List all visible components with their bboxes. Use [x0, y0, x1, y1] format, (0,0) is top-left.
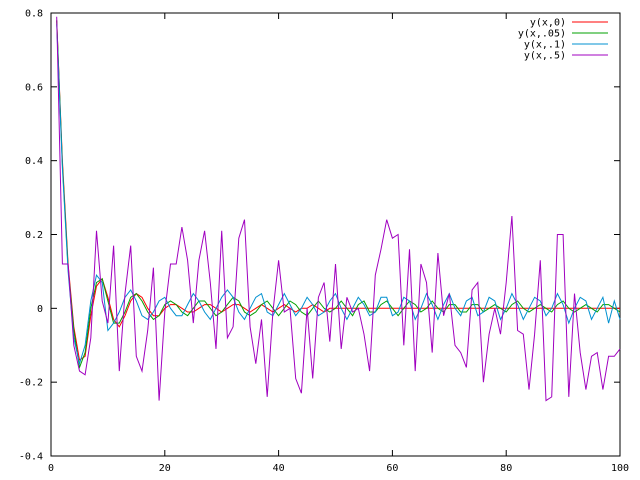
y-tick-label: 0.8	[25, 9, 43, 20]
axis-ticks	[50, 12, 621, 457]
y-tick-label: -0.4	[19, 452, 43, 463]
plot-frame	[50, 12, 621, 457]
y-tick-label: 0.4	[25, 156, 43, 167]
x-tick-label: 100	[611, 463, 629, 474]
series-group	[56, 16, 621, 402]
y-tick-label: -0.2	[19, 378, 43, 389]
y-tick-label: 0.6	[25, 82, 43, 93]
series-line-3	[56, 16, 621, 402]
y-tick-label: 0	[37, 304, 43, 315]
legend-label: y(x,.5)	[524, 51, 566, 62]
x-tick-label: 60	[386, 463, 398, 474]
x-tick-label: 20	[159, 463, 171, 474]
x-tick-label: 40	[273, 463, 285, 474]
legend-label: y(x,.05)	[518, 29, 566, 40]
y-tick-label: 0.2	[25, 230, 43, 241]
legend: y(x,0)y(x,.05)y(x,.1)y(x,.5)	[518, 18, 608, 62]
x-tick-label: 80	[500, 463, 512, 474]
legend-label: y(x,0)	[530, 18, 566, 29]
series-line-1	[56, 20, 621, 370]
axis-tick-labels: 0 20 40 60 80 100 -0.4 -0.2 0 0.2 0.4 0.6 0.8	[19, 9, 629, 475]
legend-label: y(x,.1)	[524, 40, 566, 51]
x-tick-label: 0	[48, 463, 54, 474]
